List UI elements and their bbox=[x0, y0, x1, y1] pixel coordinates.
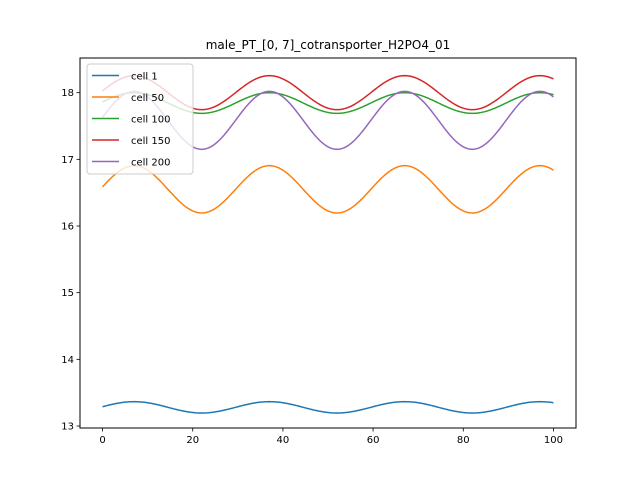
x-axis: 0 20 40 60 80 100 bbox=[99, 428, 563, 446]
y-tick-label: 18 bbox=[61, 88, 74, 99]
chart-title: male_PT_[0, 7]_cotransporter_H2PO4_01 bbox=[206, 38, 451, 52]
legend-label-3: cell 100 bbox=[131, 115, 170, 126]
y-axis: 13 14 15 16 17 18 bbox=[61, 88, 80, 433]
y-tick-label: 17 bbox=[61, 155, 74, 166]
axes-frame bbox=[79, 57, 577, 429]
legend-label-1: cell 1 bbox=[131, 72, 158, 83]
x-tick-label: 80 bbox=[457, 435, 470, 446]
x-tick-label: 100 bbox=[544, 435, 563, 446]
series-line-1 bbox=[102, 400, 554, 414]
y-tick-label: 16 bbox=[61, 222, 74, 233]
x-tick-label: 20 bbox=[186, 435, 199, 446]
x-tick-label: 60 bbox=[367, 435, 380, 446]
legend-box bbox=[86, 63, 194, 175]
legend: cell 1 cell 50 cell 100 cell 150 cell 200 bbox=[86, 63, 194, 175]
legend-label-2: cell 50 bbox=[131, 93, 164, 104]
y-tick-label: 14 bbox=[61, 355, 74, 366]
x-tick-label: 0 bbox=[99, 435, 105, 446]
legend-label-5: cell 200 bbox=[131, 158, 170, 169]
y-tick-label: 15 bbox=[61, 288, 74, 299]
legend-label-4: cell 150 bbox=[131, 136, 170, 147]
series-line-2 bbox=[101, 164, 554, 214]
x-tick-label: 40 bbox=[277, 435, 290, 446]
y-tick-label: 13 bbox=[61, 422, 74, 433]
